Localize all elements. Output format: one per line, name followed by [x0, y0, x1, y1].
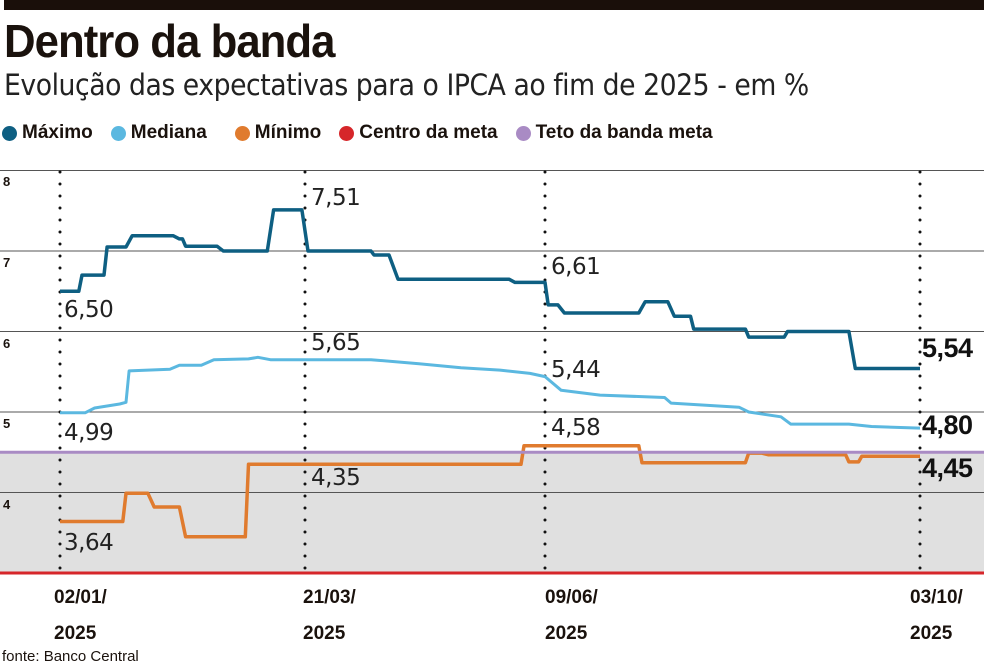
x-tick-label: 09/06/2025: [545, 580, 598, 652]
chart-subtitle: Evolução das expectativas para o IPCA ao…: [4, 68, 809, 102]
y-tick-label: 8: [3, 174, 11, 189]
data-label-final: 4,80: [922, 410, 973, 440]
series-line-mediana: [60, 355, 921, 430]
x-tick-date: 02/01/: [54, 587, 107, 608]
x-tick-date: 21/03/: [303, 587, 356, 608]
series-line-m-ximo: [60, 208, 920, 371]
legend: Máximo Mediana Mínimo Centro da meta Tet…: [2, 122, 713, 144]
data-label: 7,51: [311, 185, 361, 211]
x-tick-label: 02/01/2025: [54, 580, 107, 652]
x-tick-label: 21/03/2025: [303, 580, 356, 652]
data-label: 6,50: [64, 297, 114, 323]
x-tick-label: 03/10/2025: [910, 580, 963, 652]
y-tick-label: 7: [3, 255, 11, 270]
data-label: 4,35: [311, 465, 361, 491]
data-label: 5,44: [551, 357, 601, 383]
data-label: 6,61: [551, 254, 601, 280]
x-tick-date: 03/10/: [910, 587, 963, 608]
legend-label: Mínimo: [254, 122, 322, 143]
legend-label: Centro da meta: [359, 122, 498, 143]
tolerance-band-area: [0, 452, 984, 573]
data-label-final: 5,54: [922, 333, 973, 363]
data-label-final: 4,45: [922, 453, 973, 483]
legend-label: Teto da banda meta: [535, 122, 713, 143]
legend-item-maximo: Máximo: [2, 122, 93, 144]
chart-title: Dentro da banda: [4, 15, 335, 67]
source-note: fonte: Banco Central: [2, 648, 139, 665]
data-label: 4,58: [551, 415, 601, 441]
y-tick-label: 5: [3, 416, 11, 431]
legend-item-minimo: Mínimo: [234, 122, 322, 144]
data-label: 5,65: [311, 330, 361, 356]
legend-label: Mediana: [130, 122, 207, 143]
legend-label: Máximo: [22, 122, 93, 143]
legend-dot-icon: [234, 125, 250, 141]
legend-item-teto-banda: Teto da banda meta: [515, 122, 713, 144]
data-label: 4,99: [64, 420, 114, 446]
legend-item-centro-meta: Centro da meta: [339, 122, 498, 144]
x-tick-year: 2025: [910, 623, 953, 644]
top-bar: [4, 0, 984, 10]
legend-item-mediana: Mediana: [110, 122, 207, 144]
y-tick-label: 6: [3, 336, 11, 351]
series-line-m-nimo: [60, 444, 920, 539]
legend-dot-icon: [110, 125, 126, 141]
legend-dot-icon: [515, 125, 531, 141]
legend-dot-icon: [339, 125, 355, 141]
x-tick-year: 2025: [54, 623, 97, 644]
y-tick-label: 4: [3, 497, 11, 512]
data-label: 3,64: [64, 530, 114, 556]
legend-dot-icon: [2, 125, 17, 141]
x-tick-year: 2025: [545, 623, 588, 644]
x-tick-date: 09/06/: [545, 587, 598, 608]
x-tick-year: 2025: [303, 623, 346, 644]
